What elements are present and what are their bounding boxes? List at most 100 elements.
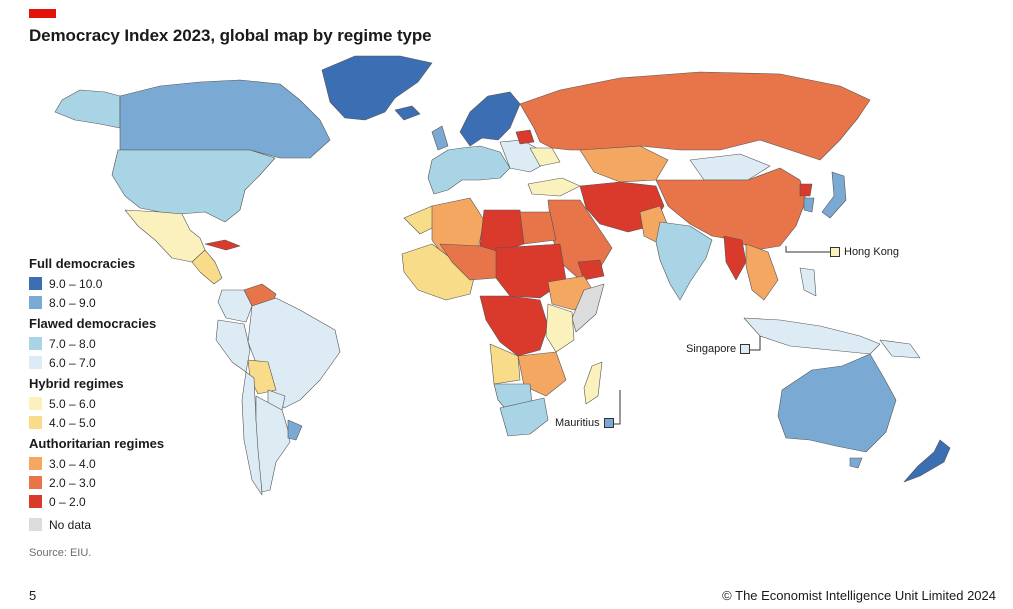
legend-label: 0 – 2.0 bbox=[49, 494, 86, 509]
region-russia bbox=[519, 71, 871, 161]
mauritius-label: Mauritius bbox=[555, 417, 600, 429]
legend-label: 4.0 – 5.0 bbox=[49, 415, 96, 430]
legend-label: 2.0 – 3.0 bbox=[49, 475, 96, 490]
region-libya bbox=[479, 209, 525, 253]
region-scandinavia bbox=[459, 91, 521, 147]
legend: Full democracies 9.0 – 10.0 8.0 – 9.0 Fl… bbox=[29, 255, 189, 534]
legend-swatch bbox=[29, 476, 42, 489]
legend-swatch bbox=[29, 518, 42, 531]
region-india bbox=[655, 221, 713, 301]
legend-label: 9.0 – 10.0 bbox=[49, 276, 103, 291]
singapore-leader bbox=[748, 336, 761, 351]
legend-swatch bbox=[29, 277, 42, 290]
mauritius-swatch bbox=[603, 418, 614, 428]
legend-item-no-data: No data bbox=[29, 515, 189, 534]
region-png bbox=[879, 339, 921, 359]
region-alaska bbox=[54, 89, 121, 129]
legend-label: 6.0 – 7.0 bbox=[49, 355, 96, 370]
callout-mauritius: Mauritius bbox=[555, 417, 614, 429]
region-canada bbox=[119, 79, 331, 159]
region-new-zealand bbox=[903, 439, 951, 483]
legend-item: 5.0 – 6.0 bbox=[29, 394, 189, 413]
legend-heading: Full democracies bbox=[29, 256, 136, 271]
legend-item: 7.0 – 8.0 bbox=[29, 334, 189, 353]
region-myanmar bbox=[723, 235, 747, 281]
region-south-korea bbox=[803, 197, 815, 213]
singapore-swatch bbox=[740, 344, 751, 354]
legend-label: No data bbox=[49, 517, 92, 532]
region-angola bbox=[489, 343, 521, 385]
region-kazakhstan bbox=[579, 145, 669, 183]
hong-kong-label: Hong Kong bbox=[844, 246, 900, 258]
legend-swatch bbox=[29, 495, 42, 508]
region-indochina bbox=[745, 243, 779, 301]
region-cuba bbox=[204, 239, 241, 251]
legend-swatch bbox=[29, 397, 42, 410]
legend-item: 2.0 – 3.0 bbox=[29, 473, 189, 492]
region-yemen bbox=[577, 259, 605, 281]
brand-red-bar bbox=[29, 9, 56, 18]
region-colombia bbox=[217, 289, 253, 323]
legend-group-hybrid: Hybrid regimes 5.0 – 6.0 4.0 – 5.0 bbox=[29, 375, 189, 432]
map-title: Democracy Index 2023, global map by regi… bbox=[29, 26, 432, 45]
region-west-africa bbox=[401, 243, 477, 301]
legend-label: 7.0 – 8.0 bbox=[49, 336, 96, 351]
legend-label: 8.0 – 9.0 bbox=[49, 295, 96, 310]
legend-heading: Flawed democracies bbox=[29, 316, 157, 331]
region-egypt bbox=[519, 211, 557, 245]
legend-item: 8.0 – 9.0 bbox=[29, 293, 189, 312]
legend-swatch bbox=[29, 416, 42, 429]
region-australia bbox=[777, 353, 897, 453]
region-china bbox=[655, 167, 807, 251]
region-north-korea bbox=[799, 183, 813, 197]
legend-heading: Hybrid regimes bbox=[29, 376, 124, 391]
source-note: Source: EIU. bbox=[29, 547, 92, 559]
region-central-africa bbox=[479, 295, 549, 357]
legend-swatch bbox=[29, 337, 42, 350]
region-greenland bbox=[321, 55, 433, 121]
legend-item: 6.0 – 7.0 bbox=[29, 353, 189, 372]
region-argentina bbox=[255, 395, 291, 493]
legend-swatch bbox=[29, 457, 42, 470]
legend-swatch bbox=[29, 296, 42, 309]
region-philippines bbox=[799, 267, 817, 297]
region-peru bbox=[215, 319, 251, 373]
legend-swatch bbox=[29, 356, 42, 369]
hongkong-leader bbox=[785, 246, 830, 253]
region-central-america bbox=[191, 249, 223, 285]
region-tasmania bbox=[849, 457, 863, 469]
region-indonesia bbox=[743, 317, 881, 355]
callout-singapore: Singapore bbox=[686, 343, 751, 355]
legend-group-flawed: Flawed democracies 7.0 – 8.0 6.0 – 7.0 bbox=[29, 315, 189, 372]
region-ukraine bbox=[529, 147, 561, 167]
legend-heading: Authoritarian regimes bbox=[29, 436, 165, 451]
region-somalia bbox=[571, 283, 605, 333]
region-belarus bbox=[515, 129, 535, 145]
callout-hong-kong: Hong Kong bbox=[830, 246, 899, 258]
region-turkey bbox=[527, 177, 581, 197]
legend-item: 3.0 – 4.0 bbox=[29, 454, 189, 473]
region-mongolia bbox=[689, 153, 771, 181]
singapore-label: Singapore bbox=[686, 343, 737, 355]
region-madagascar bbox=[583, 361, 603, 405]
region-iceland bbox=[394, 105, 421, 121]
region-uruguay bbox=[287, 419, 303, 441]
legend-item: 4.0 – 5.0 bbox=[29, 413, 189, 432]
region-south-africa bbox=[499, 397, 549, 437]
legend-label: 3.0 – 4.0 bbox=[49, 456, 96, 471]
legend-item: 9.0 – 10.0 bbox=[29, 274, 189, 293]
mauritius-leader bbox=[612, 390, 621, 425]
region-chile bbox=[241, 371, 263, 496]
hong-kong-swatch bbox=[830, 247, 840, 257]
region-east-africa bbox=[545, 303, 575, 353]
legend-group-full: Full democracies 9.0 – 10.0 8.0 – 9.0 bbox=[29, 255, 189, 312]
legend-label: 5.0 – 6.0 bbox=[49, 396, 96, 411]
copyright: © The Economist Intelligence Unit Limite… bbox=[722, 588, 996, 603]
region-japan bbox=[821, 171, 847, 219]
region-western-europe bbox=[427, 145, 511, 195]
region-uk bbox=[431, 125, 449, 151]
legend-group-authoritarian: Authoritarian regimes 3.0 – 4.0 2.0 – 3.… bbox=[29, 435, 189, 511]
page-number: 5 bbox=[29, 588, 37, 603]
region-usa bbox=[111, 149, 276, 223]
